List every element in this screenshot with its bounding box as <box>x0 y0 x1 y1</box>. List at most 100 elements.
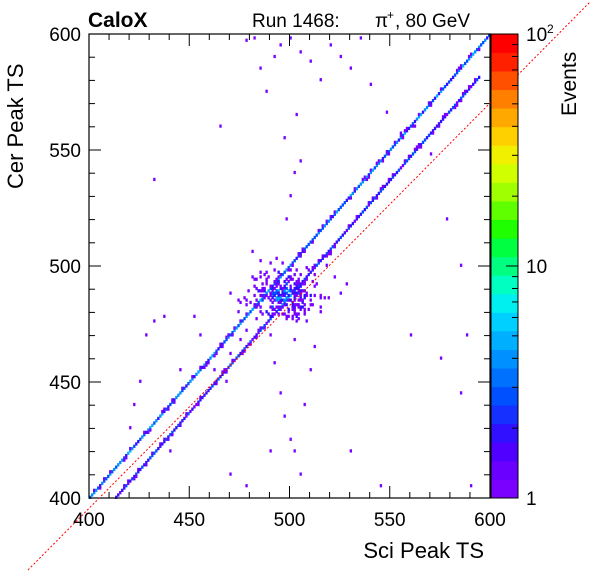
heatmap-cell <box>283 293 286 298</box>
heatmap-cell <box>303 402 306 407</box>
heatmap-cell <box>239 321 242 325</box>
heatmap-cell <box>437 92 441 96</box>
heatmap-cell <box>207 388 210 393</box>
heatmap-cell <box>319 259 322 263</box>
heatmap-cell <box>129 479 132 483</box>
heatmap-cell <box>287 268 290 272</box>
heatmap-cell <box>293 305 296 309</box>
heatmap-cell <box>297 298 300 302</box>
colorbar-segment <box>491 275 518 295</box>
heatmap-cell <box>419 112 423 117</box>
heatmap-cell <box>265 279 268 284</box>
heatmap-cell <box>295 286 298 291</box>
heatmap-cell <box>291 263 294 267</box>
heatmap-cell <box>99 484 102 488</box>
heatmap-cell <box>135 472 138 476</box>
heatmap-cell <box>345 198 348 202</box>
heatmap-cell <box>467 85 471 89</box>
heatmap-cell <box>183 416 186 421</box>
heatmap-cell <box>289 275 292 279</box>
heatmap-cell <box>417 112 421 117</box>
heatmap-cell <box>303 247 306 251</box>
heatmap-cell <box>281 289 284 293</box>
heatmap-cell <box>123 458 126 462</box>
heatmap-cell <box>305 277 308 281</box>
heatmap-cell <box>243 317 246 321</box>
heatmap-cell <box>123 484 126 488</box>
colorbar-segment <box>491 312 518 332</box>
heatmap-cell <box>243 349 246 353</box>
heatmap-cell <box>453 103 457 107</box>
heatmap-cell <box>343 231 346 235</box>
heatmap-cell <box>265 293 268 298</box>
heatmap-cell <box>327 219 330 223</box>
heatmap-cell <box>333 275 336 279</box>
heatmap-cell <box>271 289 274 293</box>
heatmap-cell <box>263 289 266 293</box>
heatmap-cell <box>169 402 172 407</box>
heatmap-cell <box>377 161 381 165</box>
heatmap-cell <box>477 75 481 80</box>
heatmap-cell <box>395 140 399 144</box>
heatmap-cell <box>375 196 379 200</box>
heatmap-cell <box>297 305 300 309</box>
heatmap-cell <box>261 326 264 330</box>
heatmap-cell <box>229 291 232 295</box>
heatmap-cell <box>295 268 298 272</box>
heatmap-cell <box>283 136 286 140</box>
heatmap-cell <box>299 159 302 163</box>
heatmap-cell <box>319 310 322 314</box>
heatmap-cell <box>321 226 324 230</box>
heatmap-cell <box>273 361 276 365</box>
heatmap-cell <box>281 303 284 307</box>
heatmap-cell <box>443 115 447 119</box>
heatmap-cell <box>463 92 467 96</box>
heatmap-cell <box>371 196 375 200</box>
heatmap-cell <box>269 305 272 309</box>
heatmap-cell <box>325 263 328 267</box>
heatmap-cell <box>267 275 270 279</box>
heatmap-cell <box>253 277 256 281</box>
heatmap-cell <box>315 282 318 286</box>
heatmap-cell <box>279 293 282 298</box>
heatmap-cell <box>441 115 445 119</box>
heatmap-cell <box>139 379 142 383</box>
heatmap-cell <box>287 298 290 302</box>
heatmap-cell <box>359 182 363 186</box>
heatmap-cell <box>369 201 373 205</box>
heatmap-cell <box>289 277 292 281</box>
heatmap-cell <box>391 145 395 149</box>
heatmap-cell <box>273 282 276 286</box>
heatmap-cell <box>313 284 316 288</box>
heatmap-cell <box>153 319 156 323</box>
x-axis-label: Sci Peak TS <box>363 538 484 563</box>
heatmap-cell <box>423 138 427 142</box>
heatmap-cell <box>245 303 248 307</box>
heatmap-cell <box>275 305 278 309</box>
heatmap-cell <box>257 300 260 305</box>
heatmap-cell <box>153 177 156 182</box>
colorbar-segment <box>491 386 518 406</box>
heatmap-cell <box>309 240 312 244</box>
brand-label: CaloX <box>88 9 148 32</box>
heatmap-cell <box>453 105 457 110</box>
heatmap-cell <box>283 291 286 295</box>
heatmap-cell <box>221 372 224 376</box>
heatmap-cell <box>303 303 306 307</box>
heatmap-cell <box>133 402 136 407</box>
heatmap-cell <box>301 300 304 305</box>
x-tick-label: 550 <box>374 510 406 531</box>
colorbar-tick-label: 10 <box>526 25 547 46</box>
heatmap-cell <box>251 337 254 342</box>
heatmap-cell <box>403 161 407 165</box>
heatmap-cell <box>397 138 401 142</box>
heatmap-cell <box>217 347 220 351</box>
heatmap-cell <box>415 145 419 149</box>
heatmap-cell <box>313 272 316 277</box>
heatmap-cell <box>219 342 222 346</box>
heatmap-cell <box>147 430 150 434</box>
heatmap-cells <box>89 34 491 499</box>
heatmap-cell <box>141 465 144 469</box>
heatmap-cell <box>359 36 363 40</box>
